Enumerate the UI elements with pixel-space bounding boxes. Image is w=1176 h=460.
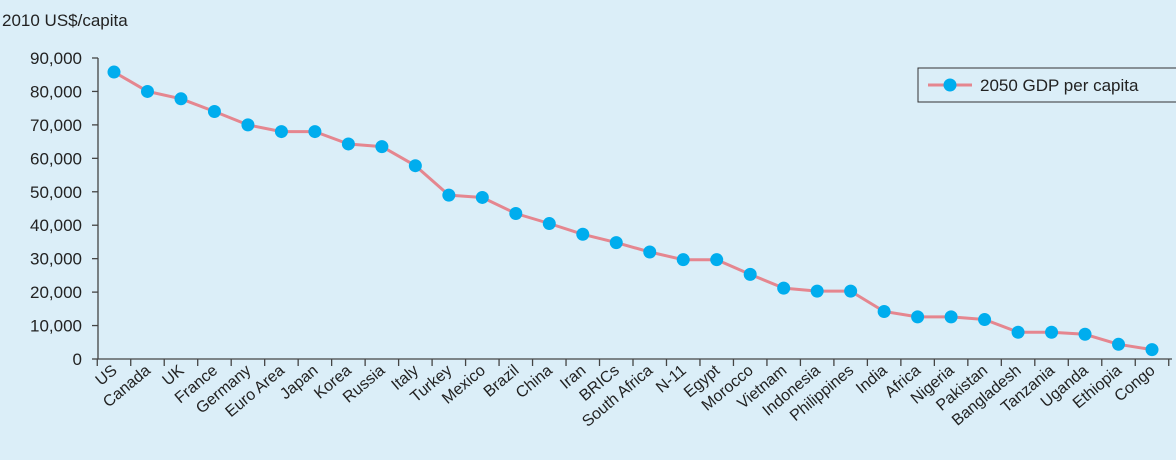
data-point — [643, 245, 657, 259]
data-point — [140, 84, 154, 98]
data-point — [676, 253, 690, 267]
data-point — [442, 188, 456, 202]
data-point — [107, 65, 121, 79]
x-category-label: China — [513, 362, 556, 402]
data-point — [241, 118, 255, 132]
y-tick-label: 30,000 — [30, 250, 82, 269]
data-point — [710, 253, 724, 267]
data-point — [1145, 343, 1159, 357]
data-point — [475, 190, 489, 204]
data-point — [777, 281, 791, 295]
y-tick-label: 90,000 — [30, 49, 82, 68]
y-tick-label: 20,000 — [30, 283, 82, 302]
legend-box — [917, 67, 1176, 103]
data-point — [375, 140, 389, 154]
y-tick-label: 0 — [73, 350, 82, 369]
data-point — [542, 217, 556, 231]
data-point — [576, 227, 590, 241]
y-tick-label: 70,000 — [30, 116, 82, 135]
data-point — [810, 284, 824, 298]
legend: 2050 GDP per capita — [917, 67, 1176, 103]
data-point — [877, 305, 891, 319]
data-point — [174, 92, 188, 106]
series-line — [113, 70, 1153, 352]
data-point — [743, 267, 757, 281]
data-point — [408, 159, 422, 173]
data-point — [911, 310, 925, 324]
y-tick-label: 10,000 — [30, 317, 82, 336]
y-tick-label: 40,000 — [30, 216, 82, 235]
y-tick-label: 60,000 — [30, 149, 82, 168]
data-point — [274, 125, 288, 139]
legend-label: 2050 GDP per capita — [980, 76, 1139, 95]
data-point — [944, 310, 958, 324]
data-point — [1045, 325, 1059, 339]
data-point — [609, 236, 623, 250]
data-point — [1078, 327, 1092, 341]
x-category-label: Japan — [277, 362, 321, 403]
x-category-label: Brazil — [481, 362, 523, 401]
data-point — [1011, 325, 1025, 339]
data-point — [844, 284, 858, 298]
legend-marker-swatch — [943, 78, 957, 92]
y-unit-label: 2010 US$/capita — [2, 11, 128, 30]
data-point — [341, 137, 355, 151]
series-group — [107, 65, 1159, 357]
data-point — [509, 207, 523, 221]
data-point — [978, 313, 992, 327]
y-tick-label: 80,000 — [30, 82, 82, 101]
y-axis: 0 10,000 20,000 30,000 40,000 50,000 60,000 70,… — [30, 49, 99, 369]
data-point — [207, 105, 221, 119]
data-point — [1112, 337, 1126, 351]
data-point — [308, 125, 322, 139]
y-tick-label: 50,000 — [30, 183, 82, 202]
